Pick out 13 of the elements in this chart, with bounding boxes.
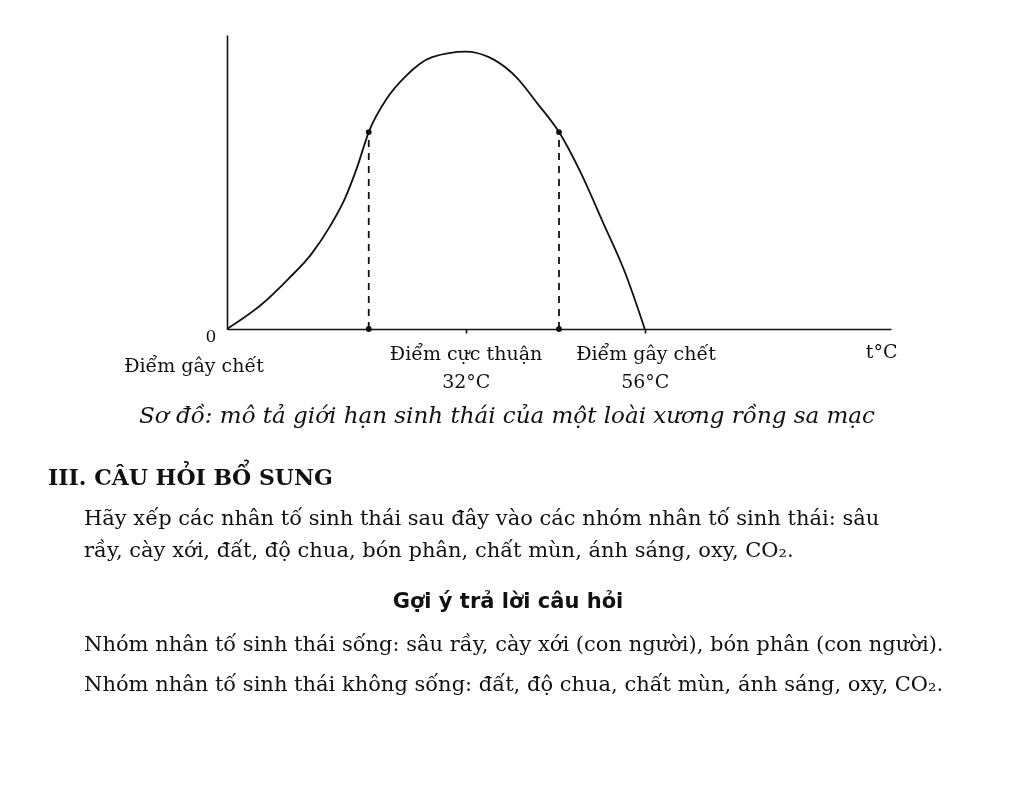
text: Sơ đồ: mô tả giới hạn sinh thái của một loài xương rồng sa mạc xyxy=(139,402,876,428)
x-tick-label: 56°C xyxy=(621,369,670,392)
x-tick-label: 32°C xyxy=(442,369,491,392)
text: Điểm cực thuận xyxy=(389,342,543,364)
text: Gợi ý trả lời câu hỏi xyxy=(392,589,624,613)
x-axis-title: t°C xyxy=(865,339,898,362)
text: Nhóm nhân tố sinh thái sống: sâu rầy, cày xới (con người), bón phân (con người). xyxy=(84,632,944,656)
text: Hãy xếp các nhân tố sinh thái sau đây vào các nhóm nhân tố sinh thái: sâu rầy, cày xới, đất, độ chua, bón phân, chất mùn, ánh sáng, oxy, CO₂. xyxy=(84,506,880,562)
text: Nhóm nhân tố sinh thái không sống: đất, độ chua, chất mùn, ánh sáng, oxy, CO₂. xyxy=(84,672,944,696)
text: 0 xyxy=(205,326,217,346)
text: Điểm gây chết xyxy=(576,342,717,364)
text: III. CÂU HỎI BỔ SUNG xyxy=(48,459,333,490)
text: Điểm gây chết xyxy=(124,354,265,376)
